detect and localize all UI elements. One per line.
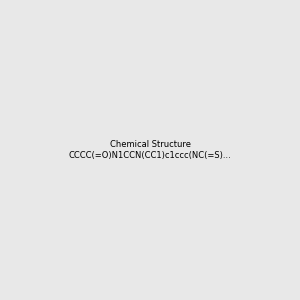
Text: Chemical Structure
CCCC(=O)N1CCN(CC1)c1ccc(NC(=S)...: Chemical Structure CCCC(=O)N1CCN(CC1)c1c… (69, 140, 231, 160)
